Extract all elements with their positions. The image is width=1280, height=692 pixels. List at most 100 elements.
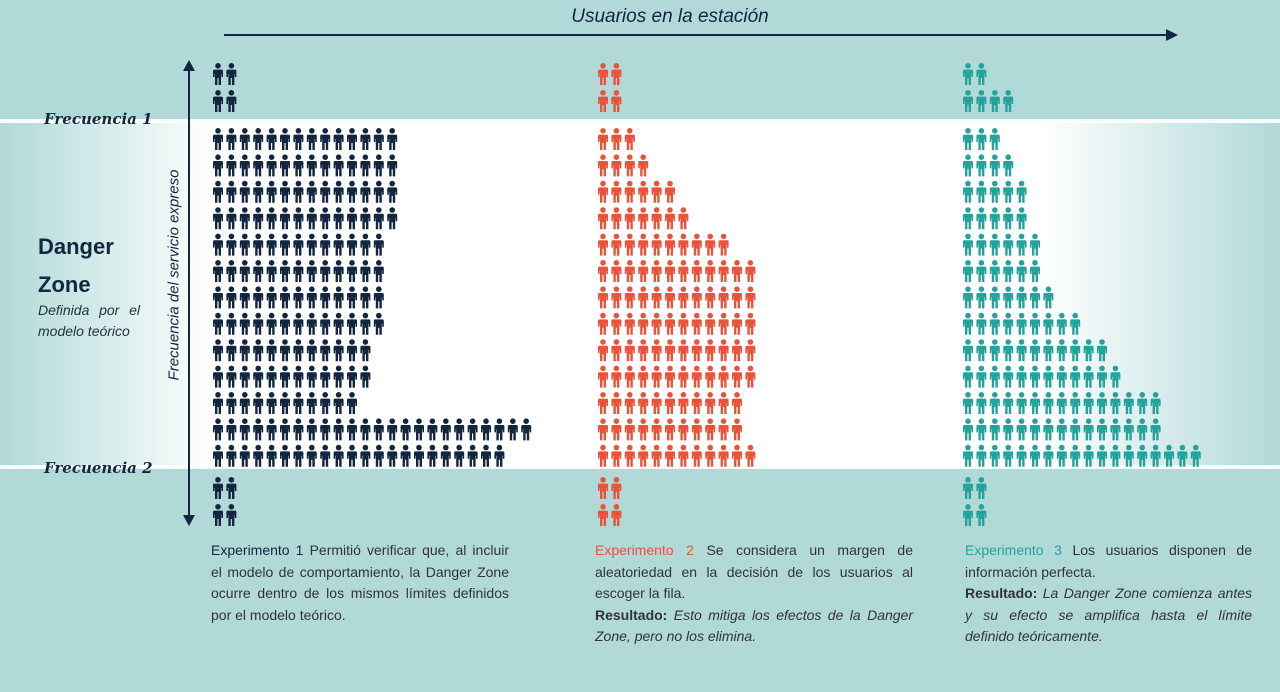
experiment-3-top-person	[1003, 90, 1014, 112]
experiment-2-danger-zone-person	[611, 180, 622, 203]
experiment-3-bottom-person	[963, 477, 973, 499]
experiment-3-top-person	[976, 63, 987, 85]
experiment-1-danger-zone-person	[373, 207, 384, 230]
experiment-1-danger-zone-person	[253, 418, 264, 441]
experiment-1-danger-zone-person	[454, 444, 465, 467]
experiment-1-danger-zone-person	[253, 260, 264, 282]
experiment-2-danger-zone-person	[598, 154, 608, 177]
experiment-1-danger-zone-person	[320, 260, 331, 282]
experiment-3-danger-zone-person	[1003, 339, 1014, 362]
experiment-3-danger-zone-person	[989, 154, 1000, 177]
experiment-1-danger-zone-person	[280, 180, 290, 203]
experiment-1-danger-zone-person	[373, 260, 384, 282]
experiment-3-danger-zone-person	[1030, 392, 1040, 414]
experiment-2-danger-zone-person	[611, 207, 622, 230]
experiment-3-danger-zone-person	[1070, 444, 1081, 467]
experiment-3-danger-zone-person	[1056, 339, 1067, 362]
experiment-3-danger-zone-person	[1043, 392, 1054, 414]
experiment-3-danger-zone-person	[1056, 418, 1067, 441]
experiment-2-danger-zone-person	[624, 365, 635, 388]
experiment-1-danger-zone-person	[333, 418, 344, 441]
experiment-1-danger-zone-person	[347, 180, 357, 203]
experiment-2-danger-zone-person	[705, 444, 716, 467]
experiment-1-danger-zone-person	[347, 154, 357, 177]
experiment-3-danger-zone-person	[1083, 392, 1094, 414]
experiment-3-danger-zone-person	[1083, 418, 1094, 441]
experiment-2-danger-zone-person	[665, 286, 675, 309]
experiment-2-danger-zone-person	[624, 260, 635, 282]
experiment-1-danger-zone-person	[280, 128, 290, 150]
experiment-1-danger-zone-person	[266, 233, 277, 256]
experiment-1-danger-zone-person	[373, 286, 384, 309]
experiment-3-danger-zone-person	[989, 418, 1000, 441]
experiment-2-danger-zone-person	[611, 365, 622, 388]
experiment-1-danger-zone-person	[333, 128, 344, 150]
experiment-2-danger-zone-person	[624, 418, 635, 441]
experiment-1-danger-zone-person	[253, 392, 264, 414]
experiment-1-top-person	[213, 90, 223, 112]
experiment-2-danger-zone-person	[624, 339, 635, 362]
experiment-1-danger-zone-person	[213, 128, 223, 150]
experiment-2-danger-zone-person	[718, 312, 729, 335]
experiment-1-danger-zone-person	[387, 154, 398, 177]
experiment-3-danger-zone-person	[963, 444, 973, 467]
experiment-1-danger-zone-person	[320, 233, 331, 256]
experiment-1-danger-zone-person	[306, 180, 317, 203]
experiment-1-top-person	[226, 63, 237, 85]
experiment-2-danger-zone-person	[598, 286, 608, 309]
experiment-2-danger-zone-person	[638, 180, 649, 203]
experiment-3-danger-zone-person	[1123, 444, 1134, 467]
experiment-1-danger-zone-person	[226, 392, 237, 414]
experiment-1-danger-zone-person	[266, 260, 277, 282]
experiment-1-danger-zone-person	[266, 312, 277, 335]
experiment-2-danger-zone-person	[598, 444, 608, 467]
experiment-3-top-person	[963, 63, 973, 85]
experiment-3-danger-zone-person	[1003, 154, 1014, 177]
experiment-1-danger-zone-person	[226, 233, 237, 256]
experiment-2-danger-zone-person	[598, 365, 608, 388]
experiment-2-danger-zone-person	[651, 339, 662, 362]
experiment-1-danger-zone-person	[306, 312, 317, 335]
experiment-1-danger-zone-person	[306, 286, 317, 309]
experiment-1-danger-zone-person	[293, 260, 304, 282]
experiment-1-danger-zone-person	[253, 180, 264, 203]
experiment-2-bottom-person	[598, 477, 608, 499]
experiment-1-danger-zone-person	[293, 180, 304, 203]
experiment-3-danger-zone-person	[963, 154, 973, 177]
experiment-1-danger-zone-person	[266, 365, 277, 388]
experiment-3-danger-zone-person	[1016, 233, 1027, 256]
experiment-2-danger-zone-person	[665, 444, 675, 467]
experiment-1-danger-zone-person	[266, 286, 277, 309]
experiment-1-danger-zone-person	[253, 365, 264, 388]
experiment-2-danger-zone-person	[678, 260, 689, 282]
experiment-1-danger-zone-person	[253, 444, 264, 467]
experiment-2-danger-zone-person	[718, 286, 729, 309]
experiment-2-danger-zone-person	[745, 260, 756, 282]
experiment-3-danger-zone-person	[1003, 207, 1014, 230]
experiment-2-danger-zone-person	[718, 365, 729, 388]
experiment-1-danger-zone-person	[226, 128, 237, 150]
experiment-1-danger-zone-person	[239, 154, 250, 177]
experiment-3-danger-zone-person	[1003, 260, 1014, 282]
experiment-2-danger-zone-person	[624, 392, 635, 414]
experiment-1-bottom-person	[226, 504, 237, 526]
experiment-2-danger-zone-person	[665, 233, 675, 256]
experiment-2-danger-zone-person	[624, 444, 635, 467]
experiment-3-danger-zone-person	[1003, 418, 1014, 441]
experiment-1-danger-zone-person	[280, 339, 290, 362]
experiment-1-danger-zone-person	[226, 418, 237, 441]
experiment-3-danger-zone-person	[1070, 418, 1081, 441]
experiment-2-danger-zone-person	[624, 233, 635, 256]
experiment-2-danger-zone-person	[678, 418, 689, 441]
experiment-1-danger-zone-person	[226, 286, 237, 309]
experiment-2-danger-zone-person	[745, 312, 756, 335]
experiment-3-danger-zone-person	[989, 260, 1000, 282]
experiment-2-danger-zone-person	[624, 128, 635, 150]
experiment-1-danger-zone-person	[253, 207, 264, 230]
experiment-1-top-person	[213, 63, 223, 85]
experiment-2-danger-zone-person	[691, 339, 702, 362]
experiment-1-danger-zone-person	[266, 154, 277, 177]
experiment-1-danger-zone-person	[213, 286, 223, 309]
experiment-3-danger-zone-person	[1150, 392, 1161, 414]
experiment-1-danger-zone-person	[333, 233, 344, 256]
